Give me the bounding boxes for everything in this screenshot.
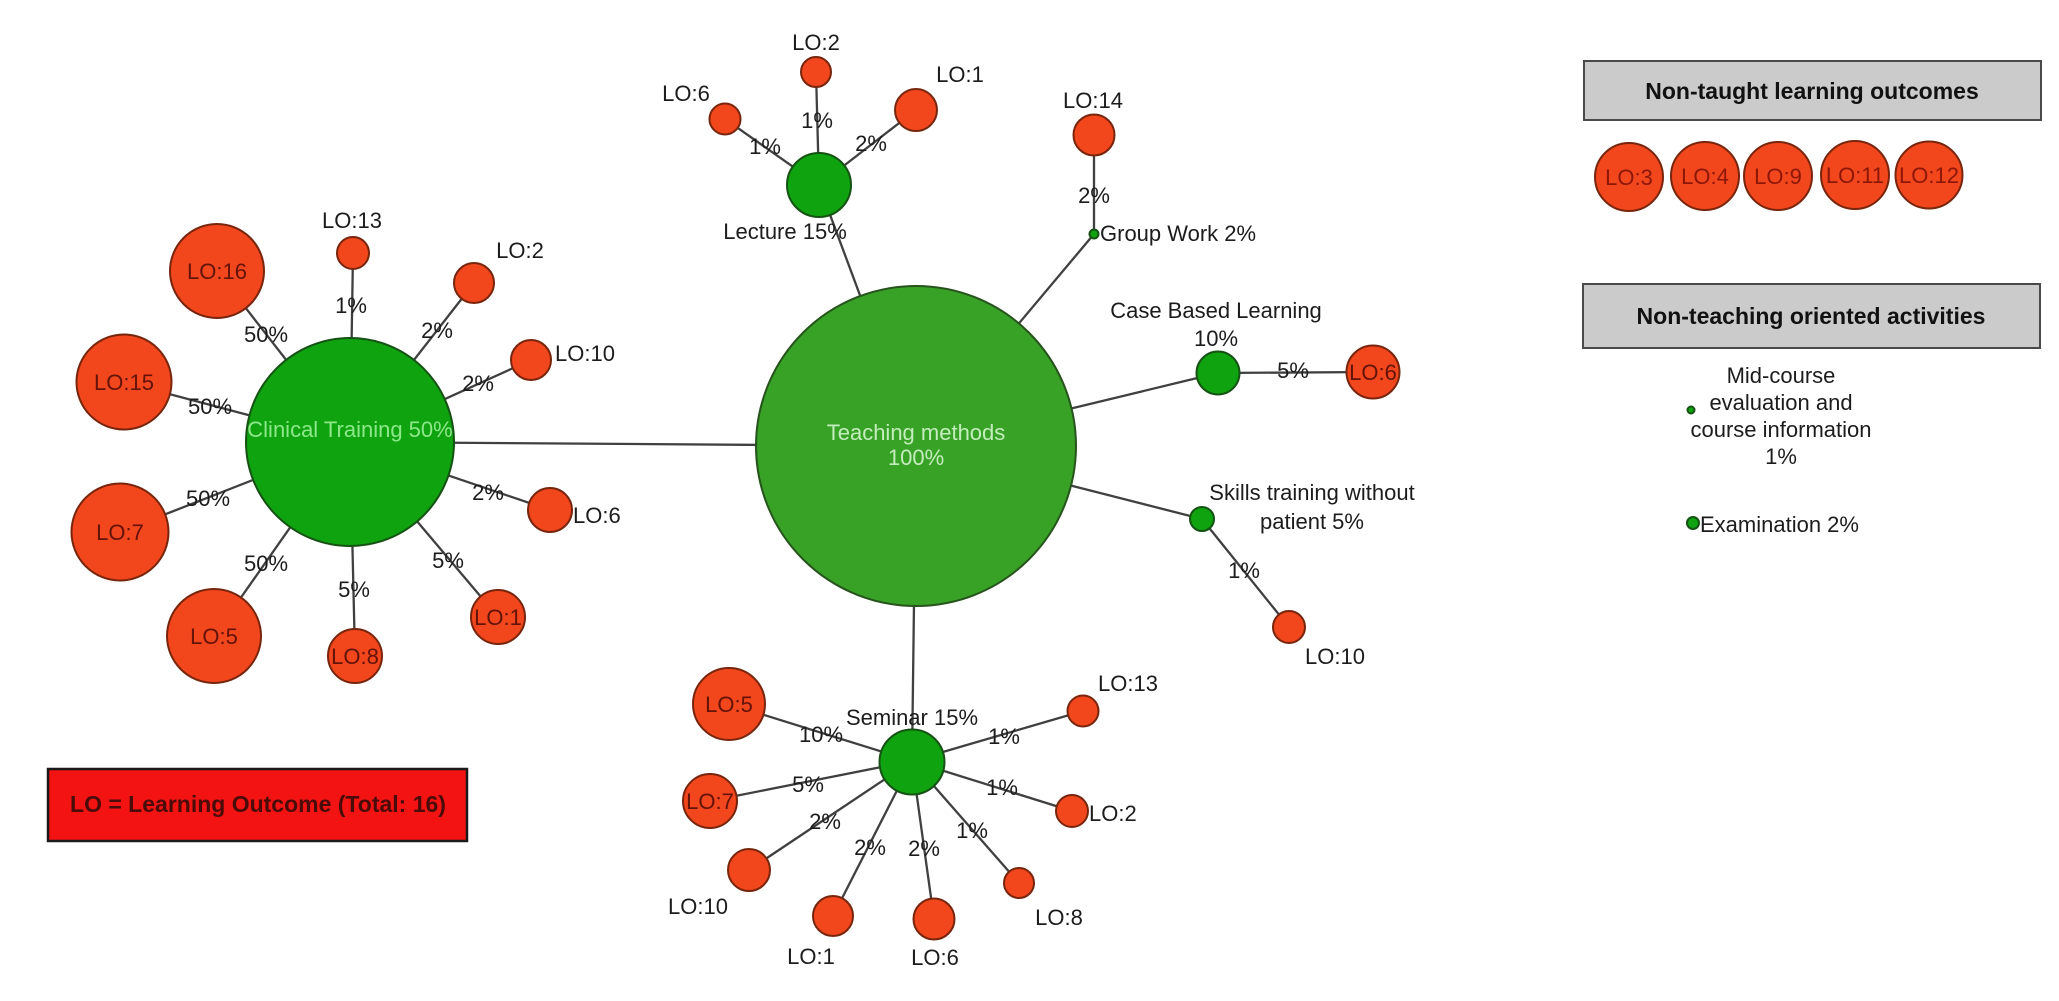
svg-text:LO:2: LO:2 [1089, 801, 1137, 826]
svg-text:LO:7: LO:7 [686, 789, 734, 814]
svg-text:50%: 50% [244, 551, 288, 576]
svg-text:2%: 2% [908, 836, 940, 861]
svg-text:5%: 5% [1277, 358, 1309, 383]
svg-text:LO:1: LO:1 [474, 605, 522, 630]
svg-text:1%: 1% [956, 818, 988, 843]
svg-text:LO:13: LO:13 [322, 208, 382, 233]
svg-text:LO:15: LO:15 [94, 370, 154, 395]
svg-text:LO:1: LO:1 [787, 944, 835, 969]
svg-text:course information: course information [1691, 417, 1872, 442]
svg-text:1%: 1% [1228, 558, 1260, 583]
svg-text:Seminar 15%: Seminar 15% [846, 705, 978, 730]
svg-text:1%: 1% [335, 293, 367, 318]
svg-text:5%: 5% [432, 548, 464, 573]
svg-text:Lecture 15%: Lecture 15% [723, 219, 847, 244]
svg-text:LO:10: LO:10 [1305, 644, 1365, 669]
svg-text:100%: 100% [888, 445, 944, 470]
svg-text:1%: 1% [1765, 444, 1797, 469]
svg-text:LO:4: LO:4 [1681, 164, 1729, 189]
svg-text:Teaching methods: Teaching methods [827, 420, 1006, 445]
svg-text:1%: 1% [801, 108, 833, 133]
svg-text:2%: 2% [421, 318, 453, 343]
svg-text:LO:3: LO:3 [1605, 165, 1653, 190]
svg-text:LO:5: LO:5 [190, 624, 238, 649]
svg-text:LO:6: LO:6 [911, 945, 959, 970]
svg-text:LO:12: LO:12 [1899, 163, 1959, 188]
svg-text:5%: 5% [792, 772, 824, 797]
svg-text:LO:2: LO:2 [496, 238, 544, 263]
svg-text:50%: 50% [244, 322, 288, 347]
svg-text:LO:5: LO:5 [705, 692, 753, 717]
svg-text:Mid-course: Mid-course [1727, 363, 1836, 388]
svg-text:10%: 10% [1194, 326, 1238, 351]
svg-text:Group Work 2%: Group Work 2% [1100, 221, 1256, 246]
svg-text:LO:7: LO:7 [96, 520, 144, 545]
svg-text:5%: 5% [338, 577, 370, 602]
svg-text:LO:6: LO:6 [1349, 360, 1397, 385]
svg-text:LO:16: LO:16 [187, 259, 247, 284]
svg-text:LO:8: LO:8 [1035, 905, 1083, 930]
svg-text:1%: 1% [749, 134, 781, 159]
svg-text:2%: 2% [1078, 183, 1110, 208]
svg-text:patient 5%: patient 5% [1260, 509, 1364, 534]
svg-text:2%: 2% [855, 131, 887, 156]
svg-text:Skills training without: Skills training without [1209, 480, 1414, 505]
svg-text:Examination 2%: Examination 2% [1700, 512, 1859, 537]
svg-text:2%: 2% [854, 835, 886, 860]
svg-text:evaluation and: evaluation and [1709, 390, 1852, 415]
svg-text:LO:8: LO:8 [331, 644, 379, 669]
svg-text:2%: 2% [472, 480, 504, 505]
svg-text:Non-teaching oriented activiti: Non-teaching oriented activities [1637, 303, 1986, 329]
svg-text:LO:10: LO:10 [668, 894, 728, 919]
svg-text:2%: 2% [809, 809, 841, 834]
svg-text:Non-taught learning outcomes: Non-taught learning outcomes [1645, 78, 1979, 104]
svg-text:50%: 50% [188, 394, 232, 419]
svg-text:1%: 1% [986, 775, 1018, 800]
svg-text:LO:6: LO:6 [573, 503, 621, 528]
svg-text:LO = Learning Outcome (Total:: LO = Learning Outcome (Total: 16) [70, 791, 446, 817]
svg-text:LO:2: LO:2 [792, 30, 840, 55]
svg-text:LO:10: LO:10 [555, 341, 615, 366]
svg-text:10%: 10% [799, 722, 843, 747]
svg-text:LO:14: LO:14 [1063, 88, 1123, 113]
svg-text:LO:13: LO:13 [1098, 671, 1158, 696]
svg-text:LO:1: LO:1 [936, 62, 984, 87]
svg-text:Clinical Training 50%: Clinical Training 50% [247, 417, 452, 442]
svg-text:LO:11: LO:11 [1826, 163, 1884, 188]
svg-text:Case Based Learning: Case Based Learning [1110, 298, 1322, 323]
svg-text:LO:6: LO:6 [662, 81, 710, 106]
svg-text:LO:9: LO:9 [1754, 164, 1802, 189]
svg-text:2%: 2% [462, 371, 494, 396]
svg-text:1%: 1% [988, 724, 1020, 749]
svg-text:50%: 50% [186, 486, 230, 511]
